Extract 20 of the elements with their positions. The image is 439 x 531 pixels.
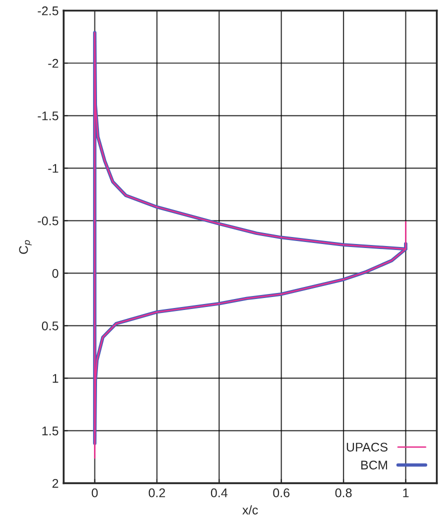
y-tick-label: 1.5 — [42, 426, 58, 436]
y-tick-label: -2 — [48, 58, 58, 68]
x-tick-label: 0 — [92, 488, 98, 498]
x-tick-label: 0.2 — [148, 488, 166, 498]
y-tick-label: 0.5 — [42, 321, 58, 330]
y-tick-label: -1 — [48, 164, 58, 173]
y-tick-label: 0 — [52, 268, 58, 278]
x-tick-label: 0.6 — [273, 488, 290, 498]
x-axis-title: x/c — [242, 505, 258, 514]
y-tick-label: -0.5 — [38, 216, 58, 226]
x-tick-label: 1 — [403, 488, 409, 498]
x-tick-label: 0.8 — [335, 488, 352, 498]
y-tick-label: -1.5 — [38, 112, 58, 120]
y-tick-label: -2.5 — [38, 6, 58, 16]
legend-label: BCM — [361, 460, 388, 470]
legend-label: UPACS — [346, 442, 388, 452]
y-tick-label: 2 — [52, 479, 58, 488]
y-axis-title: C$_{p}$ — [19, 240, 32, 254]
y-tick-label: 1 — [52, 374, 58, 383]
x-tick-label: 0.4 — [210, 488, 228, 498]
